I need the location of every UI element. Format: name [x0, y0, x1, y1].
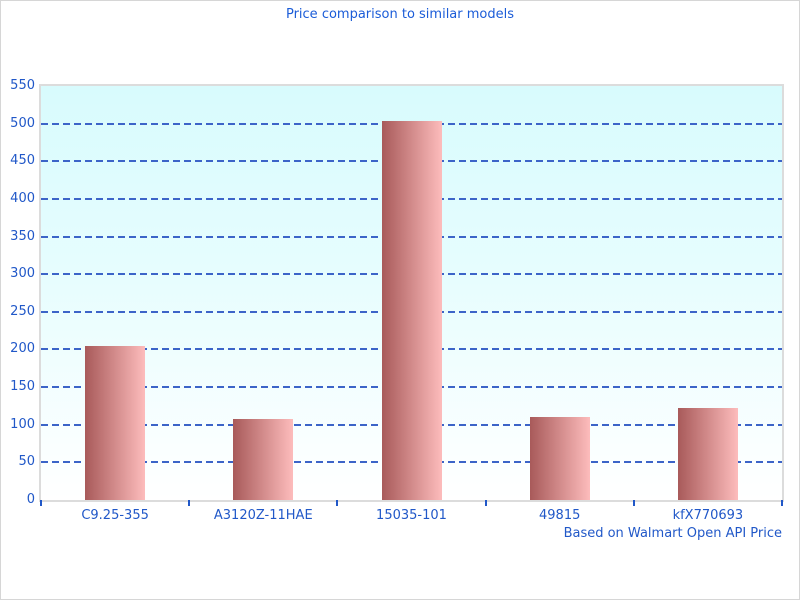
bar-49815 — [529, 417, 590, 500]
x-axis-category-label-15035-101: 15035-101 — [376, 508, 447, 523]
y-axis-tick-label-150: 150 — [10, 379, 35, 395]
plot-area — [39, 84, 784, 502]
y-axis-tick-label-400: 400 — [10, 190, 35, 206]
x-axis-tick-mark — [40, 500, 42, 506]
x-axis-category-label-C9.25-355: C9.25-355 — [81, 508, 149, 523]
bar-kfX770693 — [677, 408, 738, 500]
bar-A3120Z-11HAE — [233, 419, 294, 500]
x-axis-category-label-kfX770693: kfX770693 — [672, 508, 744, 523]
y-axis-tick-label-300: 300 — [10, 266, 35, 282]
y-axis-tick-label-550: 550 — [10, 78, 35, 93]
bar-15035-101 — [381, 120, 442, 500]
x-axis-category-label-A3120Z-11HAE: A3120Z-11HAE — [213, 508, 313, 523]
y-axis-tick-label-350: 350 — [10, 228, 35, 244]
x-axis-tick-mark — [484, 500, 487, 506]
y-axis-tick-label-100: 100 — [10, 416, 35, 432]
y-axis-tick-label-450: 450 — [10, 153, 35, 169]
y-axis-tick-label-0: 0 — [26, 492, 35, 507]
x-axis-tick-mark — [781, 500, 783, 506]
chart-footnote: Based on Walmart Open API Price — [563, 526, 782, 541]
x-axis-tick-mark — [336, 500, 339, 506]
y-axis-tick-label-250: 250 — [10, 303, 35, 319]
chart-title: Price comparison to similar models — [285, 7, 515, 22]
x-axis-tick-mark — [188, 500, 191, 506]
x-axis-tick-mark — [632, 500, 635, 506]
y-axis-tick-label-50: 50 — [18, 454, 35, 470]
x-axis-category-label-49815: 49815 — [539, 508, 581, 523]
bar-C9.25-355 — [85, 345, 146, 500]
y-axis-tick-label-500: 500 — [10, 115, 35, 131]
y-axis-tick-label-200: 200 — [10, 341, 35, 357]
